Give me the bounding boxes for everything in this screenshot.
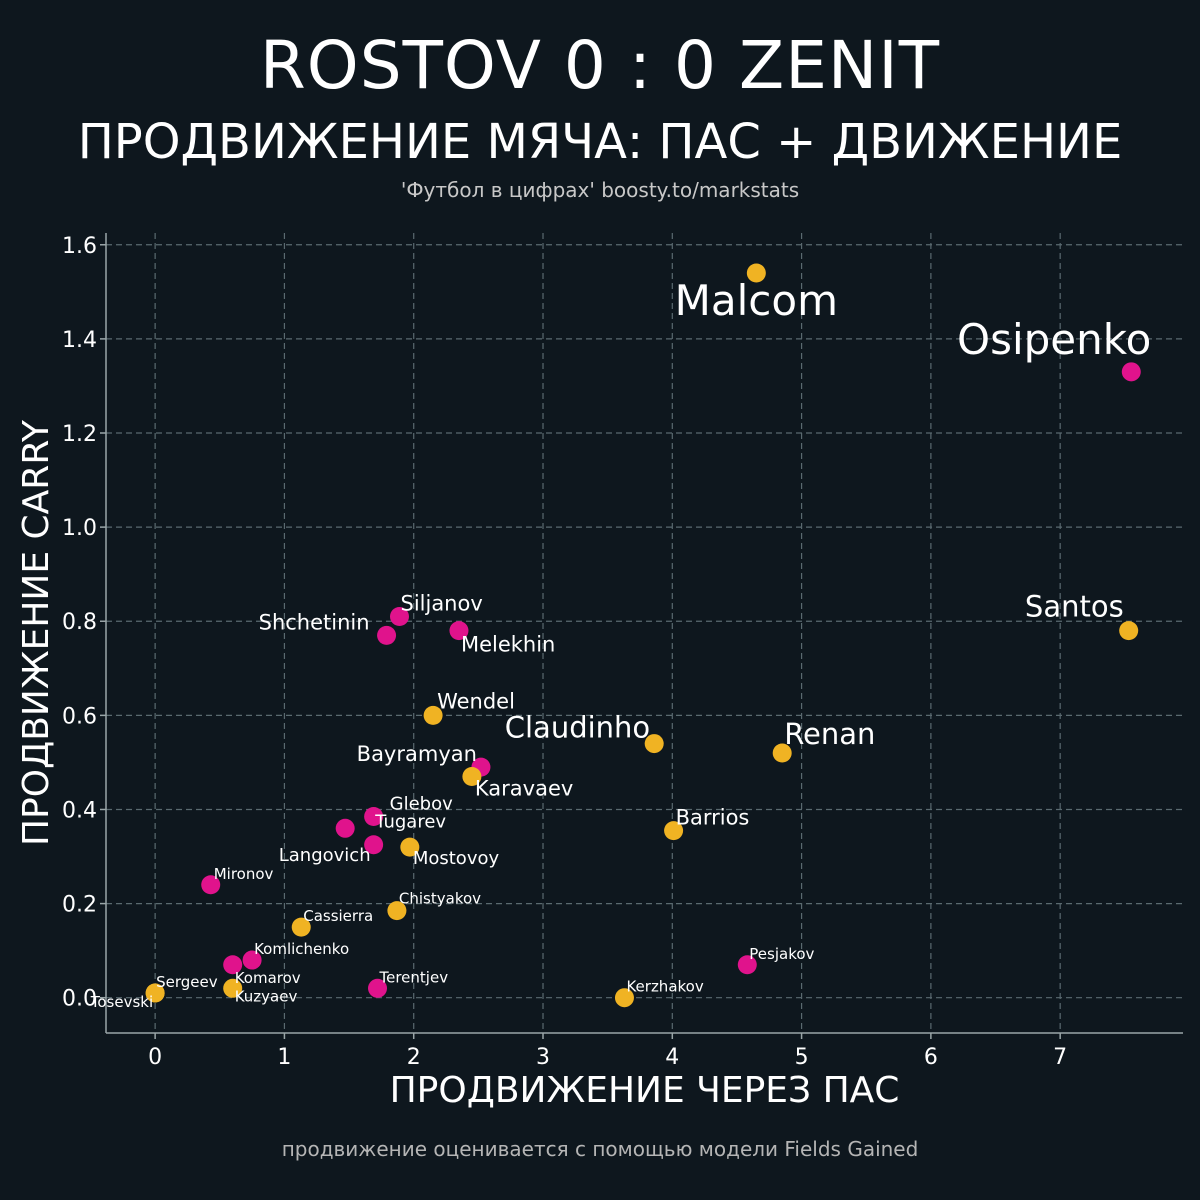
grid-lines [106,233,1183,1033]
player-label-claudinho: Claudinho [505,711,650,745]
player-label-chistyakov: Chistyakov [399,890,481,908]
player-point-renan [772,743,792,763]
player-point-karavaev [462,767,482,787]
player-point-mostovoy [400,837,420,857]
player-point-komarov [223,955,243,975]
player-label-osipenko: Osipenko [957,315,1151,364]
player-point-cassierra [291,917,311,937]
player-label-renan: Renan [784,717,875,751]
player-label-langovich: Langovich [279,845,371,866]
source-credit: 'Футбол в цифрах' boosty.to/markstats [400,178,800,202]
y-tick-label: 0.0 [62,987,97,1012]
player-label-siljanov: Siljanov [400,592,482,616]
x-tick-label: 2 [407,1045,421,1070]
player-point-wendel [423,705,443,725]
y-tick-label: 0.4 [62,798,97,823]
axes [105,233,1183,1034]
x-tick-label: 5 [795,1045,809,1070]
player-point-mironov [201,875,221,895]
player-label-sergeev: Sergeev [156,973,218,991]
player-point-kerzhakov [614,988,634,1008]
player-label-shchetinin: Shchetinin [259,610,370,634]
chart-title: ROSTOV 0 : 0 ZENIT [259,27,941,104]
y-tick-label: 1.6 [62,234,97,259]
player-point-tugarev [335,818,355,838]
y-axis-label: ПРОДВИЖЕНИЕ CARRY [16,419,57,846]
player-point-melekhin [449,621,469,641]
x-axis-label: ПРОДВИЖЕНИЕ ЧЕРЕЗ ПАС [390,1070,900,1111]
player-label-wendel: Wendel [437,689,515,713]
player-label-santos: Santos [1025,590,1124,624]
player-point-komlichenko [242,950,262,970]
player-label-barrios: Barrios [676,806,750,830]
player-label-mironov: Mironov [214,865,274,883]
player-label-komlichenko: Komlichenko [254,940,349,958]
player-point-chistyakov [387,901,407,921]
player-label-terentjev: Terentjev [379,968,449,986]
player-point-tosevski [145,983,165,1003]
player-point-malcom [746,263,766,283]
player-label-bayramyan: Bayramyan [357,742,477,766]
player-label-melekhin: Melekhin [461,633,555,657]
y-tick-label: 0.8 [62,610,97,635]
player-label-glebov: Glebov [390,794,453,815]
player-point-santos [1119,621,1139,641]
y-tick-label: 1.2 [62,422,97,447]
player-label-malcom: Malcom [675,276,838,325]
player-point-barrios [664,821,684,841]
player-point-langovich [364,835,384,855]
x-tick-label: 4 [665,1045,679,1070]
data-points [145,263,1141,1008]
player-point-glebov [364,807,384,827]
player-label-pesjakov: Pesjakov [749,945,814,963]
y-axis-ticks: 0.0 0.2 0.4 0.6 0.8 1.0 1.2 1.4 1.6 [62,234,106,1012]
x-tick-label: 0 [148,1045,162,1070]
x-tick-label: 6 [924,1045,938,1070]
player-point-pesjakov [737,955,757,975]
y-tick-label: 0.6 [62,704,97,729]
player-point-claudinho [644,734,664,754]
x-axis-ticks: 0 1 2 3 4 5 6 7 [148,1033,1067,1070]
player-label-mostovoy: Mostovoy [413,848,500,869]
player-point-kuzyaev [223,978,243,998]
point-labels: Malcom Osipenko Santos Siljanov Shchetinin Me… [90,276,1152,1011]
player-label-kuzyaev: Kuzyaev [235,987,298,1005]
chart-subtitle: ПРОДВИЖЕНИЕ МЯЧА: ПАС + ДВИЖЕНИЕ [77,114,1123,170]
player-label-kerzhakov: Kerzhakov [626,978,703,996]
x-tick-label: 3 [536,1045,550,1070]
y-tick-label: 1.0 [62,516,97,541]
player-label-tugarev: Tugarev [374,811,446,832]
player-label-cassierra: Cassierra [303,907,373,925]
player-point-osipenko [1121,362,1141,382]
footer-note: продвижение оценивается с помощью модели… [281,1137,919,1161]
y-tick-label: 0.2 [62,893,97,918]
player-point-shchetinin [377,625,397,645]
x-tick-label: 7 [1053,1045,1067,1070]
player-label-karavaev: Karavaev [475,777,573,801]
player-point-terentjev [368,978,388,998]
player-label-komarov: Komarov [235,969,301,987]
y-tick-label: 1.4 [62,328,97,353]
player-point-siljanov [389,607,409,627]
player-label-tosevski: Tosevski [90,993,153,1011]
x-tick-label: 1 [277,1045,291,1070]
